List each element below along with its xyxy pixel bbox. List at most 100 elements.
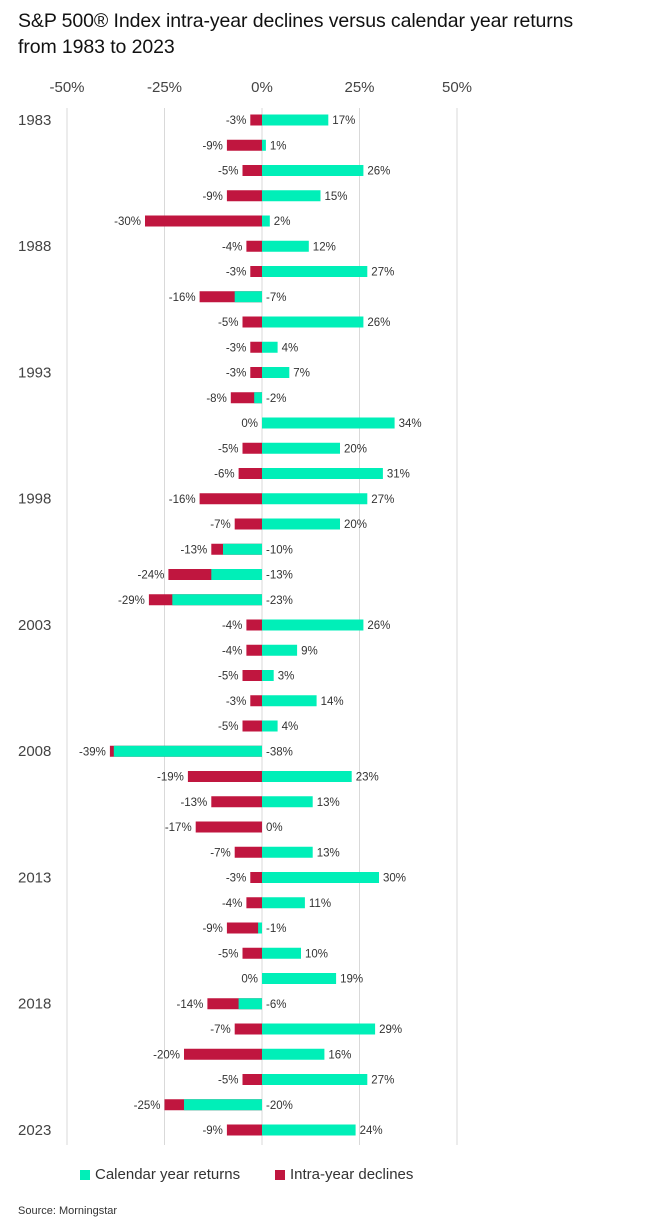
return-label-1983: 17%: [332, 115, 355, 127]
return-bar-2019: [262, 1023, 376, 1035]
decline-bar-2013: [250, 872, 262, 883]
decline-bar-2004: [246, 644, 262, 656]
decline-bar-2019: [234, 1023, 262, 1035]
return-bar-1986: [262, 190, 321, 202]
return-bar-2015: [258, 922, 262, 934]
return-bar-2006: [262, 695, 317, 707]
decline-bar-1990: [199, 291, 262, 303]
return-bar-2017: [262, 973, 337, 984]
return-bar-2002: [172, 594, 262, 606]
decline-label-1995: 0%: [241, 418, 258, 430]
decline-label-2013: -3%: [226, 873, 246, 885]
return-label-2015: -1%: [266, 923, 286, 935]
x-tick-label: -25%: [147, 79, 182, 96]
decline-label-1987: -30%: [114, 216, 141, 228]
decline-label-2014: -4%: [222, 898, 242, 910]
year-label-2023: 2023: [18, 1122, 51, 1139]
return-label-2020: 16%: [328, 1049, 351, 1061]
decline-label-1994: -8%: [206, 393, 226, 405]
decline-bar-2010: [211, 796, 262, 808]
decline-bar-1996: [242, 442, 262, 454]
return-bar-1997: [262, 468, 383, 479]
return-bar-1988: [262, 240, 309, 252]
return-label-1988: 12%: [313, 241, 336, 253]
decline-label-1985: -5%: [218, 166, 238, 178]
return-label-2003: 26%: [367, 620, 390, 632]
return-bar-1994: [254, 392, 262, 404]
decline-bar-2009: [187, 771, 262, 782]
decline-label-2007: -5%: [218, 721, 238, 733]
decline-label-2015: -9%: [202, 923, 222, 935]
decline-bar-1989: [250, 266, 262, 277]
return-label-1986: 15%: [325, 191, 348, 203]
return-label-2004: 9%: [301, 645, 318, 657]
source-note: Source: Morningstar: [18, 1205, 118, 1217]
decline-label-2016: -5%: [218, 948, 238, 960]
decline-bar-2003: [246, 619, 262, 631]
return-bar-1992: [262, 341, 278, 353]
decline-label-1983: -3%: [226, 115, 246, 127]
return-bar-1984: [262, 139, 266, 151]
year-label-2018: 2018: [18, 996, 51, 1013]
return-label-2009: 23%: [356, 772, 379, 784]
return-label-2005: 3%: [278, 671, 295, 683]
return-label-1985: 26%: [367, 166, 390, 178]
return-bar-1993: [262, 367, 290, 378]
return-label-2022: -20%: [266, 1100, 293, 1112]
return-label-1992: 4%: [282, 342, 299, 354]
chart-title-line-2: from 1983 to 2023: [18, 36, 175, 58]
return-label-1998: 27%: [371, 494, 394, 506]
decline-label-2006: -3%: [226, 696, 246, 708]
return-bar-1990: [234, 291, 262, 303]
decline-bar-2006: [250, 695, 262, 707]
return-bar-2012: [262, 846, 313, 858]
return-label-2002: -23%: [266, 595, 293, 607]
decline-bar-1997: [238, 468, 262, 479]
return-label-1996: 20%: [344, 443, 367, 455]
decline-label-2002: -29%: [118, 595, 145, 607]
return-bar-2000: [223, 543, 262, 555]
decline-label-1988: -4%: [222, 241, 242, 253]
decline-label-1984: -9%: [202, 140, 222, 152]
return-label-2000: -10%: [266, 544, 293, 556]
return-bar-1987: [262, 215, 270, 227]
return-bar-2013: [262, 872, 379, 883]
return-label-2010: 13%: [317, 797, 340, 809]
year-label-2003: 2003: [18, 617, 51, 634]
decline-bar-1994: [230, 392, 262, 404]
return-label-2011: 0%: [266, 822, 283, 834]
x-tick-label: 25%: [344, 79, 374, 96]
return-label-1993: 7%: [293, 368, 310, 380]
decline-label-2019: -7%: [210, 1024, 230, 1036]
decline-label-1991: -5%: [218, 317, 238, 329]
decline-label-2022: -25%: [134, 1100, 161, 1112]
decline-label-2011: -17%: [165, 822, 192, 834]
return-bar-1989: [262, 266, 368, 277]
legend-swatch-returns: [80, 1169, 90, 1180]
return-label-2016: 10%: [305, 948, 328, 960]
decline-label-1993: -3%: [226, 368, 246, 380]
chart-title: S&P 500® Index intra-year declines versu…: [18, 8, 638, 60]
return-bar-1983: [262, 114, 329, 126]
decline-bar-2011: [195, 821, 262, 833]
return-bar-2008: [113, 745, 262, 757]
decline-label-1986: -9%: [202, 191, 222, 203]
bar-chart: -50% -25% 0% 25% 50% -3% 17% 1983 -9% 1% -5% 26% -9%…: [18, 79, 472, 1145]
decline-bar-2020: [184, 1048, 262, 1060]
x-tick-label: 0%: [251, 79, 273, 96]
decline-label-2001: -24%: [138, 570, 165, 582]
return-label-1989: 27%: [371, 267, 394, 279]
return-bar-1999: [262, 518, 340, 530]
return-bar-2014: [262, 897, 305, 909]
year-label-1988: 1988: [18, 238, 51, 255]
return-label-2001: -13%: [266, 570, 293, 582]
return-label-1991: 26%: [367, 317, 390, 329]
decline-bar-2014: [246, 897, 262, 909]
legend-item-returns: Calendar year returns: [80, 1166, 240, 1183]
decline-label-2017: 0%: [241, 974, 258, 986]
return-bar-2003: [262, 619, 364, 631]
decline-label-2021: -5%: [218, 1075, 238, 1087]
decline-label-2008: -39%: [79, 746, 106, 758]
return-bar-2021: [262, 1074, 368, 1085]
year-label-1998: 1998: [18, 491, 51, 508]
